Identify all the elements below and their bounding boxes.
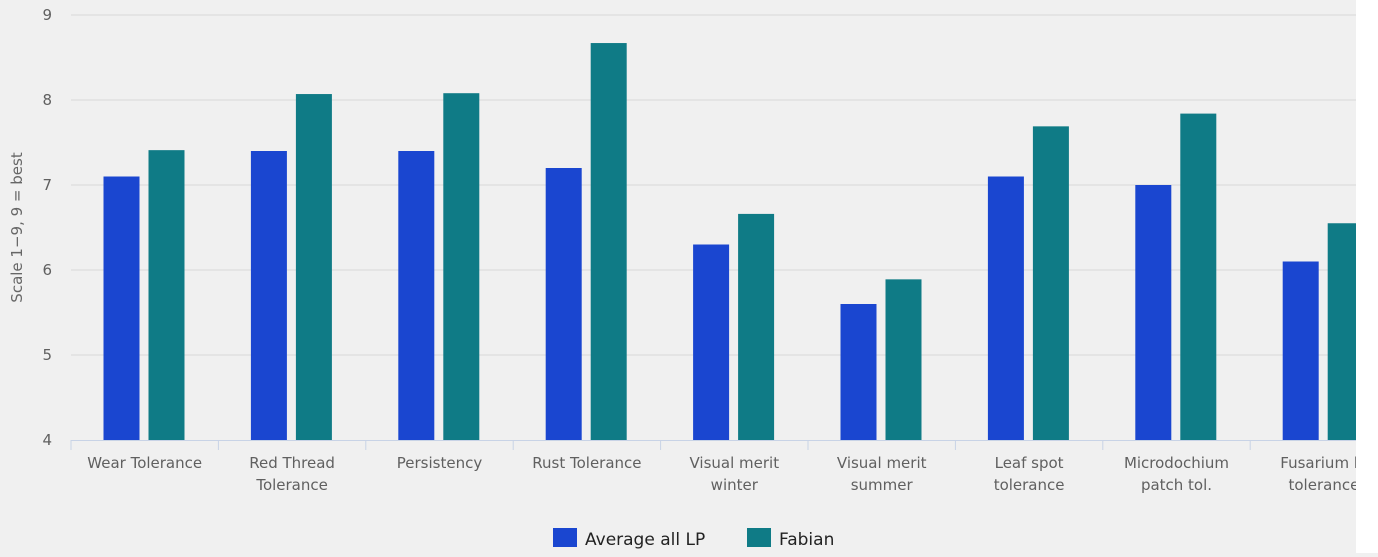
bar-fabian[interactable] <box>148 150 185 440</box>
bar-fabian[interactable] <box>295 94 332 441</box>
x-tick-label: Red Thread <box>249 454 335 472</box>
bar-average-all-lp[interactable] <box>545 168 582 440</box>
bar-average-all-lp[interactable] <box>1135 185 1172 440</box>
bar-fabian[interactable] <box>1032 126 1069 440</box>
x-tick-label: tolerance <box>1289 476 1360 494</box>
y-tick-label: 5 <box>42 346 52 364</box>
x-tick-label: Persistency <box>397 454 483 472</box>
legend-label: Average all LP <box>585 530 705 550</box>
x-tick-label: Visual merit <box>837 454 927 472</box>
bar-average-all-lp[interactable] <box>1282 261 1319 441</box>
legend[interactable]: Average all LP Fabian <box>553 528 834 550</box>
x-tick-label: patch tol. <box>1141 476 1212 494</box>
bar-fabian[interactable] <box>885 279 922 440</box>
bar-average-all-lp[interactable] <box>987 176 1024 441</box>
x-tick-label: Rust Tolerance <box>532 454 641 472</box>
bar-fabian[interactable] <box>443 93 480 440</box>
x-tick-label: Visual merit <box>689 454 779 472</box>
legend-item-average-all-lp[interactable]: Average all LP <box>553 528 705 550</box>
x-tick-label: Tolerance <box>255 476 328 494</box>
x-tick-label: Fusarium bl <box>1280 454 1367 472</box>
x-tick-label: tolerance <box>994 476 1065 494</box>
legend-item-fabian[interactable]: Fabian <box>747 528 834 550</box>
y-tick-label: 8 <box>42 91 52 109</box>
x-axis <box>70 440 1356 450</box>
x-tick-label: winter <box>711 476 759 494</box>
x-tick-label: Microdochium <box>1124 454 1229 472</box>
legend-label: Fabian <box>779 530 834 550</box>
bars <box>103 43 1364 441</box>
legend-swatch <box>747 528 771 547</box>
y-tick-label: 6 <box>42 261 52 279</box>
bar-fabian[interactable] <box>1180 113 1217 440</box>
bar-average-all-lp[interactable] <box>398 151 435 440</box>
panel-edge <box>1356 0 1378 553</box>
y-tick-label: 9 <box>42 6 52 24</box>
x-tick-label: Wear Tolerance <box>87 454 202 472</box>
legend-swatch <box>553 528 577 547</box>
y-tick-label: 7 <box>42 176 52 194</box>
bar-average-all-lp[interactable] <box>103 176 140 441</box>
x-axis-ticks: Wear Tolerance Red Thread Tolerance Persist… <box>87 454 1367 494</box>
y-axis-ticks: 4 5 6 7 8 9 <box>42 6 52 449</box>
bar-average-all-lp[interactable] <box>693 244 730 441</box>
y-axis-title: Scale 1−9, 9 = best <box>8 152 26 303</box>
x-tick-label: Leaf spot <box>995 454 1064 472</box>
y-tick-label: 4 <box>42 431 52 449</box>
x-tick-label: summer <box>851 476 914 494</box>
bar-average-all-lp[interactable] <box>840 304 877 440</box>
bar-average-all-lp[interactable] <box>250 151 287 440</box>
bar-fabian[interactable] <box>590 43 627 441</box>
bar-fabian[interactable] <box>738 213 775 440</box>
